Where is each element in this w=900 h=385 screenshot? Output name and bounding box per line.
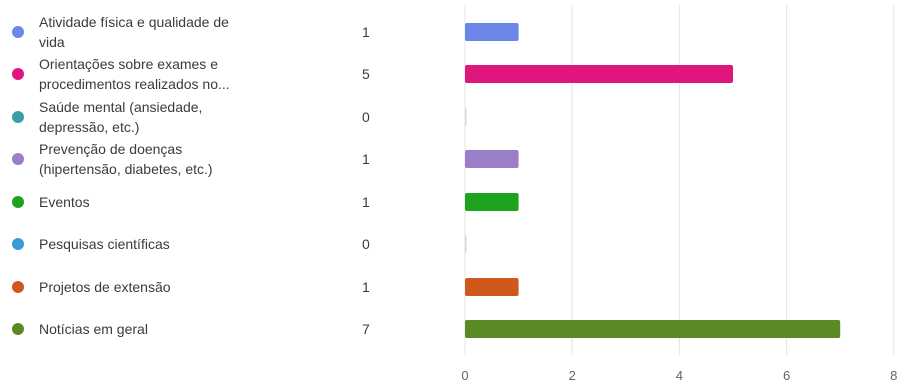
x-tick-label: 8 bbox=[890, 368, 897, 383]
legend-item: Pesquisas científicas 0 bbox=[0, 223, 400, 265]
legend-label: Eventos bbox=[39, 192, 299, 212]
legend-dot-icon bbox=[12, 196, 24, 208]
legend-item: Notícias em geral 7 bbox=[0, 308, 400, 350]
legend-count: 0 bbox=[362, 109, 370, 125]
legend-label-line: Projetos de extensão bbox=[39, 279, 171, 295]
legend-dot-icon bbox=[12, 153, 24, 165]
legend-label: Atividade física e qualidade de vida bbox=[39, 12, 299, 52]
legend-count: 0 bbox=[362, 236, 370, 252]
bar bbox=[465, 235, 467, 253]
legend-count: 1 bbox=[362, 24, 370, 40]
legend-dot-icon bbox=[12, 26, 24, 38]
legend-item: Orientações sobre exames e procedimentos … bbox=[0, 53, 400, 95]
legend-item: Eventos 1 bbox=[0, 181, 400, 223]
legend-label: Notícias em geral bbox=[39, 319, 299, 339]
legend-label-line: Atividade física e qualidade de bbox=[39, 14, 229, 30]
legend-label: Prevenção de doenças (hipertensão, diabet… bbox=[39, 139, 299, 179]
legend-label: Pesquisas científicas bbox=[39, 234, 299, 254]
x-tick-label: 4 bbox=[676, 368, 683, 383]
x-tick-label: 6 bbox=[783, 368, 790, 383]
bar bbox=[465, 65, 733, 83]
legend-count: 1 bbox=[362, 151, 370, 167]
bar-chart-plot: 0 2 4 6 8 bbox=[461, 5, 897, 383]
legend-count: 7 bbox=[362, 321, 370, 337]
chart-legend: Atividade física e qualidade de vida 1 Orie… bbox=[0, 0, 400, 385]
legend-count: 1 bbox=[362, 279, 370, 295]
x-tick-label: 2 bbox=[569, 368, 576, 383]
legend-label-line: (hipertensão, diabetes, etc.) bbox=[39, 161, 213, 177]
legend-label-line: Prevenção de doenças bbox=[39, 141, 183, 157]
bar bbox=[465, 23, 519, 41]
legend-label: Orientações sobre exames e procedimentos … bbox=[39, 54, 299, 94]
legend-label-line: Orientações sobre exames e bbox=[39, 56, 218, 72]
legend-label-line: vida bbox=[39, 34, 65, 50]
legend-label-line: Notícias em geral bbox=[39, 321, 148, 337]
legend-item: Saúde mental (ansiedade, depressão, etc.)… bbox=[0, 96, 400, 138]
legend-item: Atividade física e qualidade de vida 1 bbox=[0, 11, 400, 53]
legend-item: Prevenção de doenças (hipertensão, diabet… bbox=[0, 138, 400, 180]
bar bbox=[465, 320, 841, 338]
legend-label-line: depressão, etc.) bbox=[39, 119, 140, 135]
legend-count: 1 bbox=[362, 194, 370, 210]
legend-label: Projetos de extensão bbox=[39, 277, 299, 297]
bar bbox=[465, 278, 519, 296]
legend-label-line: Pesquisas científicas bbox=[39, 236, 170, 252]
legend-dot-icon bbox=[12, 238, 24, 250]
legend-dot-icon bbox=[12, 111, 24, 123]
x-tick-label: 0 bbox=[461, 368, 468, 383]
legend-count: 5 bbox=[362, 66, 370, 82]
legend-dot-icon bbox=[12, 323, 24, 335]
legend-dot-icon bbox=[12, 281, 24, 293]
bar bbox=[465, 193, 519, 211]
legend-item: Projetos de extensão 1 bbox=[0, 266, 400, 308]
legend-label-line: procedimentos realizados no... bbox=[39, 76, 230, 92]
legend-label-line: Eventos bbox=[39, 194, 90, 210]
legend-dot-icon bbox=[12, 68, 24, 80]
bar bbox=[465, 108, 467, 126]
legend-label: Saúde mental (ansiedade, depressão, etc.) bbox=[39, 97, 299, 137]
bar bbox=[465, 150, 519, 168]
legend-label-line: Saúde mental (ansiedade, bbox=[39, 99, 203, 115]
